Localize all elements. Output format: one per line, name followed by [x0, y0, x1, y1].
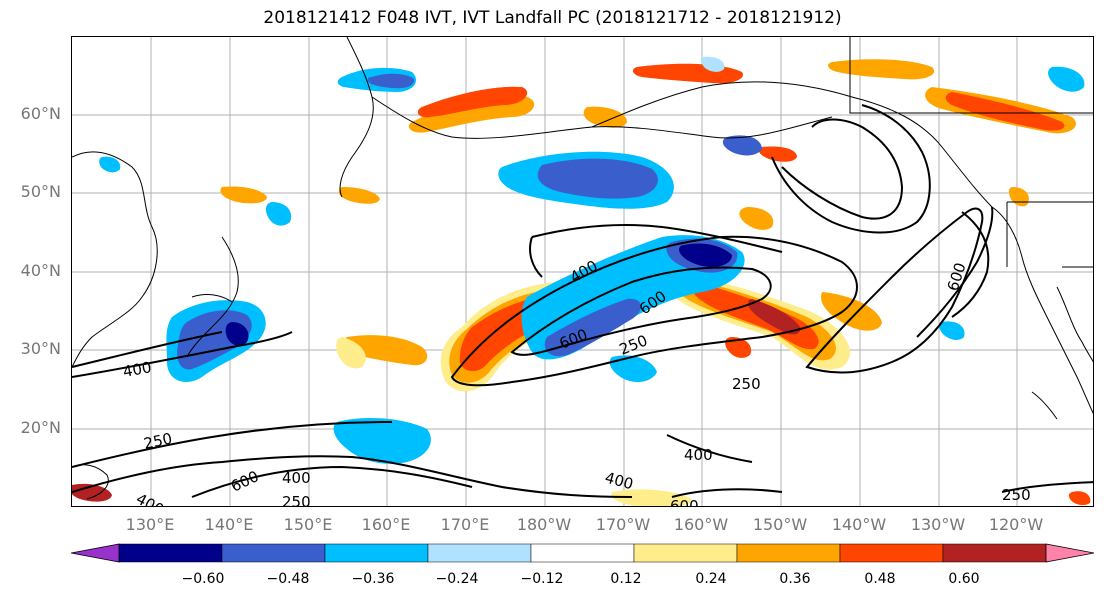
map-panel: 400 250 400 600 250 400 600 250 600 400 …	[71, 36, 1094, 507]
colorbar-min-extend	[71, 543, 120, 563]
chart-title: 2018121412 F048 IVT, IVT Landfall PC (20…	[263, 8, 842, 28]
colorbar-tick: −0.24	[435, 571, 479, 587]
lon-label: 160°E	[361, 515, 411, 534]
contour-label: 400	[282, 469, 311, 487]
contour-label: 400	[603, 468, 635, 493]
contour-label: 600	[228, 467, 262, 495]
colorbar-cell	[221, 543, 326, 563]
colorbar-cell	[118, 543, 223, 563]
lon-label: 140°E	[204, 515, 254, 534]
contour-label: 400	[684, 446, 713, 464]
colorbar-tick: 0.24	[695, 571, 727, 587]
lat-label-60n: 60°N	[20, 104, 61, 123]
contour-label: 250	[142, 429, 174, 453]
lon-label: 160°W	[673, 515, 729, 534]
lon-label: 130°W	[910, 515, 966, 534]
contour-label: 250	[1002, 486, 1031, 504]
contour-label: 250	[732, 375, 761, 393]
colorbar-tick: −0.36	[351, 571, 395, 587]
colorbar-cell	[839, 543, 944, 563]
colorbar-tick: −0.48	[266, 571, 310, 587]
contour-label: 600	[670, 497, 699, 507]
lon-label: 130°E	[125, 515, 175, 534]
ivt-contours	[72, 104, 1093, 498]
colorbar-tick: 0.60	[948, 571, 980, 587]
contour-label: 600	[944, 260, 970, 293]
lat-label-20n: 20°N	[20, 418, 61, 437]
lon-label: 150°W	[752, 515, 808, 534]
coastlines	[72, 37, 1093, 500]
contour-label: 250	[282, 493, 311, 507]
colorbar-cell	[736, 543, 841, 563]
colorbar-cell	[633, 543, 738, 563]
colorbar	[71, 543, 1094, 563]
lat-label-50n: 50°N	[20, 182, 61, 201]
colorbar-cell	[324, 543, 429, 563]
lon-label: 170°W	[595, 515, 651, 534]
colorbar-cell	[942, 543, 1047, 563]
lat-label-40n: 40°N	[20, 261, 61, 280]
lon-label: 140°W	[831, 515, 887, 534]
colorbar-tick: 0.48	[864, 571, 896, 587]
colorbar-tick: 0.12	[610, 571, 642, 587]
map-svg: 400 250 400 600 250 400 600 250 600 400 …	[72, 37, 1093, 507]
colorbar-cell	[530, 543, 635, 563]
lon-label: 180°W	[516, 515, 572, 534]
colorbar-max-extend	[1045, 543, 1094, 563]
negative-shading	[99, 56, 1085, 464]
contour-label: 400	[133, 490, 167, 507]
contour-label: 400	[122, 358, 153, 381]
lat-label-30n: 30°N	[20, 339, 61, 358]
colorbar-tick: −0.60	[181, 571, 225, 587]
colorbar-cell	[427, 543, 532, 563]
colorbar-tick: −0.12	[520, 571, 564, 587]
lon-label: 170°E	[440, 515, 490, 534]
lon-label: 120°W	[988, 515, 1044, 534]
colorbar-tick: 0.36	[779, 571, 811, 587]
lon-label: 150°E	[283, 515, 333, 534]
